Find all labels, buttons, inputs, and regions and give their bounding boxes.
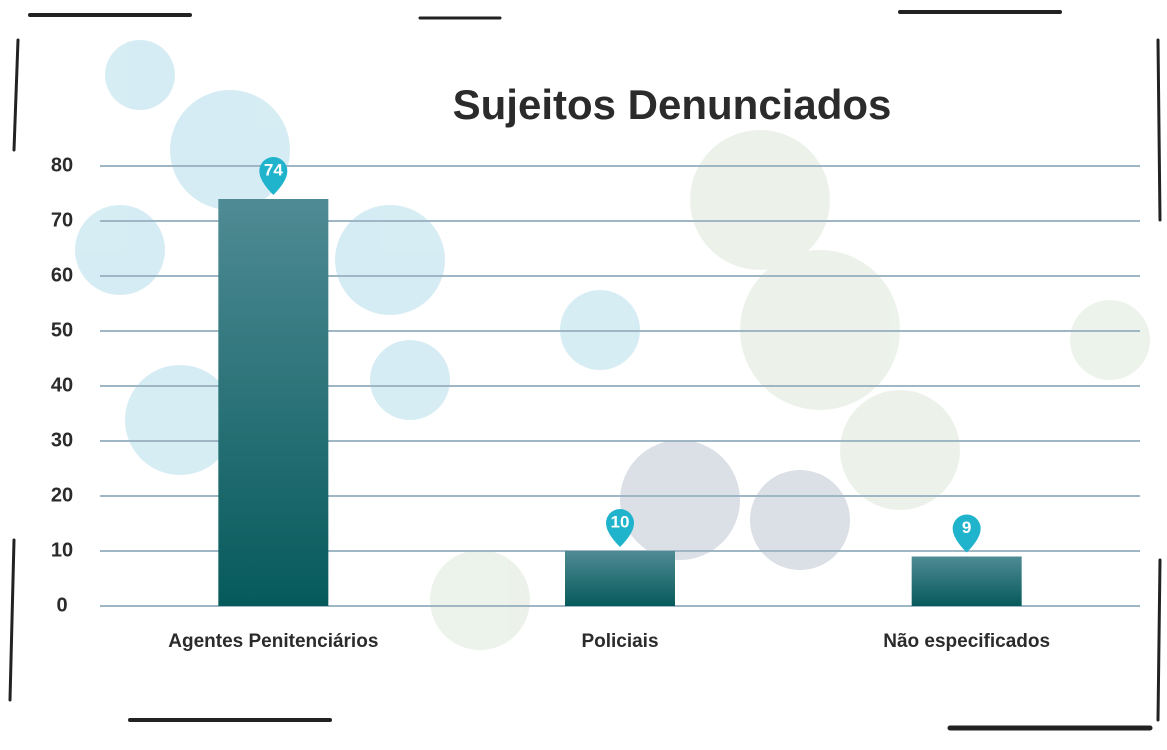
y-tick-label: 20 [51, 484, 73, 506]
bar [218, 199, 328, 606]
y-tick-label: 10 [51, 539, 73, 561]
bar [912, 557, 1022, 607]
x-tick-label: Policiais [581, 631, 658, 652]
y-tick-label: 60 [51, 264, 73, 286]
value-label: 10 [611, 512, 630, 531]
chart: Sujeitos Denunciados 0 10 20 30 40 50 60 70 80 Ag… [0, 0, 1167, 750]
y-tick-label: 30 [51, 429, 73, 451]
y-tick-label: 70 [51, 209, 73, 231]
x-tick-label: Não especificados [883, 631, 1050, 652]
bar [565, 551, 675, 606]
chart-title: Sujeitos Denunciados [453, 81, 892, 128]
y-tick-label: 0 [56, 594, 67, 616]
value-label: 74 [264, 160, 283, 179]
y-tick-label: 40 [51, 374, 73, 396]
y-tick-label: 80 [51, 154, 73, 176]
value-label: 9 [962, 518, 971, 537]
x-tick-label: Agentes Penitenciários [168, 631, 378, 652]
y-tick-label: 50 [51, 319, 73, 341]
